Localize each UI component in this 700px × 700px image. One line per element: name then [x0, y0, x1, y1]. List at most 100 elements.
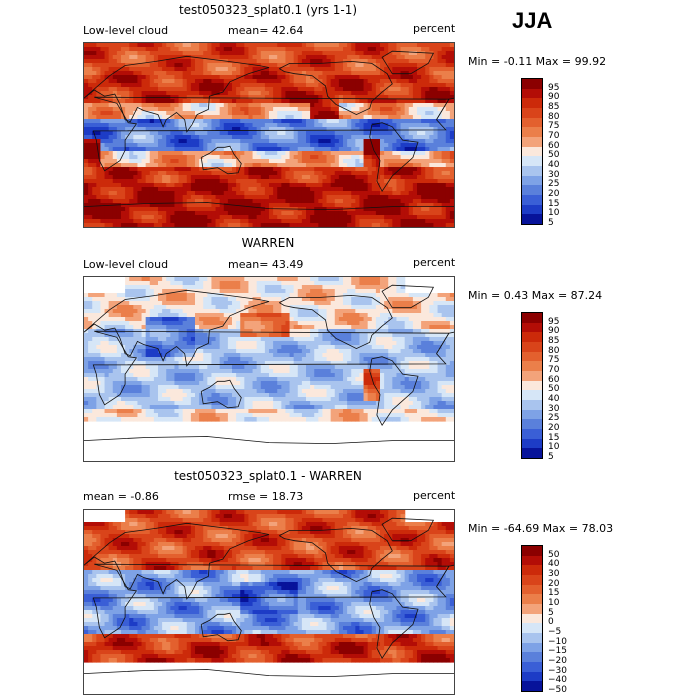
colorbar-tick-label: 50	[548, 150, 560, 161]
colorbar-swatch	[522, 313, 542, 324]
panel3-rmse-label: rmse = 18.73	[228, 490, 304, 503]
colorbar-swatch	[522, 79, 542, 90]
panel3-title: test050323_splat0.1 - WARREN	[174, 469, 362, 483]
colorbar-tick-label: 20	[548, 578, 560, 589]
colorbar-swatch	[522, 633, 542, 644]
colorbar-swatch	[522, 166, 542, 177]
panel2-title: WARREN	[241, 236, 295, 250]
panel2-minmax: Min = 0.43 Max = 87.24	[468, 289, 603, 302]
panel1-colorbar	[521, 78, 543, 225]
panel3-units-label: percent	[413, 489, 456, 502]
panel1-minmax: Min = -0.11 Max = 99.92	[468, 55, 607, 68]
colorbar-tick-label: 70	[548, 365, 560, 375]
colorbar-tick-label: 0	[548, 617, 554, 628]
colorbar-tick-label: 60	[548, 374, 560, 385]
colorbar-swatch	[522, 448, 542, 459]
colorbar-swatch	[522, 584, 542, 595]
colorbar-tick-label: 75	[548, 355, 560, 366]
colorbar-swatch	[522, 555, 542, 566]
colorbar-tick-label: 5	[548, 452, 554, 462]
colorbar-tick-label: 30	[548, 169, 560, 180]
colorbar-swatch	[522, 652, 542, 663]
colorbar-swatch	[522, 671, 542, 682]
panel1-mean-label: mean= 42.64	[228, 24, 304, 37]
colorbar-swatch	[522, 662, 542, 673]
colorbar-tick-label: 80	[548, 345, 560, 356]
panel1-variable-label: Low-level cloud	[83, 24, 169, 37]
colorbar-swatch	[522, 98, 542, 109]
colorbar-tick-label: −15	[548, 646, 567, 657]
colorbar-tick-label: 40	[548, 394, 560, 404]
colorbar-tick-label: −30	[548, 665, 567, 676]
panel2-variable-label: Low-level cloud	[83, 258, 169, 271]
colorbar-tick-label: 5	[548, 218, 554, 228]
map-field	[84, 510, 454, 678]
colorbar-swatch	[522, 400, 542, 411]
colorbar-swatch	[522, 175, 542, 186]
colorbar-tick-label: 20	[548, 189, 560, 199]
colorbar-tick-label: 95	[548, 316, 560, 327]
panel1-map	[83, 42, 455, 228]
colorbar-tick-label: 5	[548, 607, 554, 618]
colorbar-swatch	[522, 108, 542, 119]
colorbar-swatch	[522, 214, 542, 225]
colorbar-tick-label: 50	[548, 384, 560, 395]
colorbar-swatch	[522, 195, 542, 206]
panel2-map	[83, 276, 455, 462]
colorbar-tick-label: 25	[548, 413, 560, 424]
colorbar-tick-label: 30	[548, 569, 560, 579]
panel2-mean-label: mean= 43.49	[228, 258, 304, 271]
colorbar-tick-label: 40	[548, 160, 560, 170]
colorbar-swatch	[522, 438, 542, 449]
colorbar-tick-label: 85	[548, 102, 560, 112]
colorbar-swatch	[522, 642, 542, 653]
colorbar-swatch	[522, 204, 542, 215]
colorbar-tick-label: 30	[548, 403, 560, 414]
colorbar-swatch	[522, 429, 542, 440]
colorbar-swatch	[522, 604, 542, 615]
colorbar-tick-label: 15	[548, 588, 560, 599]
colorbar-swatch	[522, 127, 542, 138]
colorbar-swatch	[522, 613, 542, 624]
colorbar-tick-label: 60	[548, 140, 560, 151]
colorbar-swatch	[522, 371, 542, 382]
colorbar-swatch	[522, 137, 542, 148]
colorbar-swatch	[522, 681, 542, 692]
colorbar-swatch	[522, 146, 542, 157]
panel3-mean-label: mean = -0.86	[83, 490, 159, 503]
colorbar-tick-label: 10	[548, 598, 560, 608]
colorbar-swatch	[522, 623, 542, 634]
panel3-colorbar	[521, 545, 543, 692]
colorbar-tick-label: 25	[548, 179, 560, 190]
colorbar-swatch	[522, 390, 542, 401]
panel2-colorbar	[521, 312, 543, 459]
colorbar-swatch	[522, 594, 542, 605]
colorbar-swatch	[522, 575, 542, 586]
colorbar-swatch	[522, 156, 542, 167]
colorbar-swatch	[522, 409, 542, 420]
colorbar-swatch	[522, 361, 542, 372]
colorbar-tick-label: 40	[548, 559, 560, 570]
colorbar-tick-label: 85	[548, 336, 560, 346]
panel3-minmax: Min = -64.69 Max = 78.03	[468, 522, 614, 535]
colorbar-swatch	[522, 351, 542, 362]
colorbar-swatch	[522, 117, 542, 128]
colorbar-tick-label: −5	[548, 627, 562, 637]
panel3-map	[83, 509, 455, 695]
colorbar-tick-label: 15	[548, 198, 560, 209]
colorbar-swatch	[522, 419, 542, 430]
colorbar-swatch	[522, 565, 542, 576]
colorbar-tick-label: 10	[548, 442, 560, 453]
colorbar-tick-label: −40	[548, 675, 567, 686]
colorbar-tick-label: −20	[548, 656, 567, 666]
panel1-units-label: percent	[413, 22, 456, 35]
panel1-title: test050323_splat0.1 (yrs 1-1)	[178, 3, 358, 17]
colorbar-tick-label: 95	[548, 82, 560, 93]
colorbar-tick-label: 90	[548, 92, 560, 103]
colorbar-tick-label: 50	[548, 549, 560, 560]
panel2-units-label: percent	[413, 256, 456, 269]
colorbar-swatch	[522, 88, 542, 99]
season-label: JJA	[512, 8, 553, 33]
colorbar-tick-label: 15	[548, 432, 560, 443]
colorbar-tick-label: 10	[548, 208, 560, 219]
